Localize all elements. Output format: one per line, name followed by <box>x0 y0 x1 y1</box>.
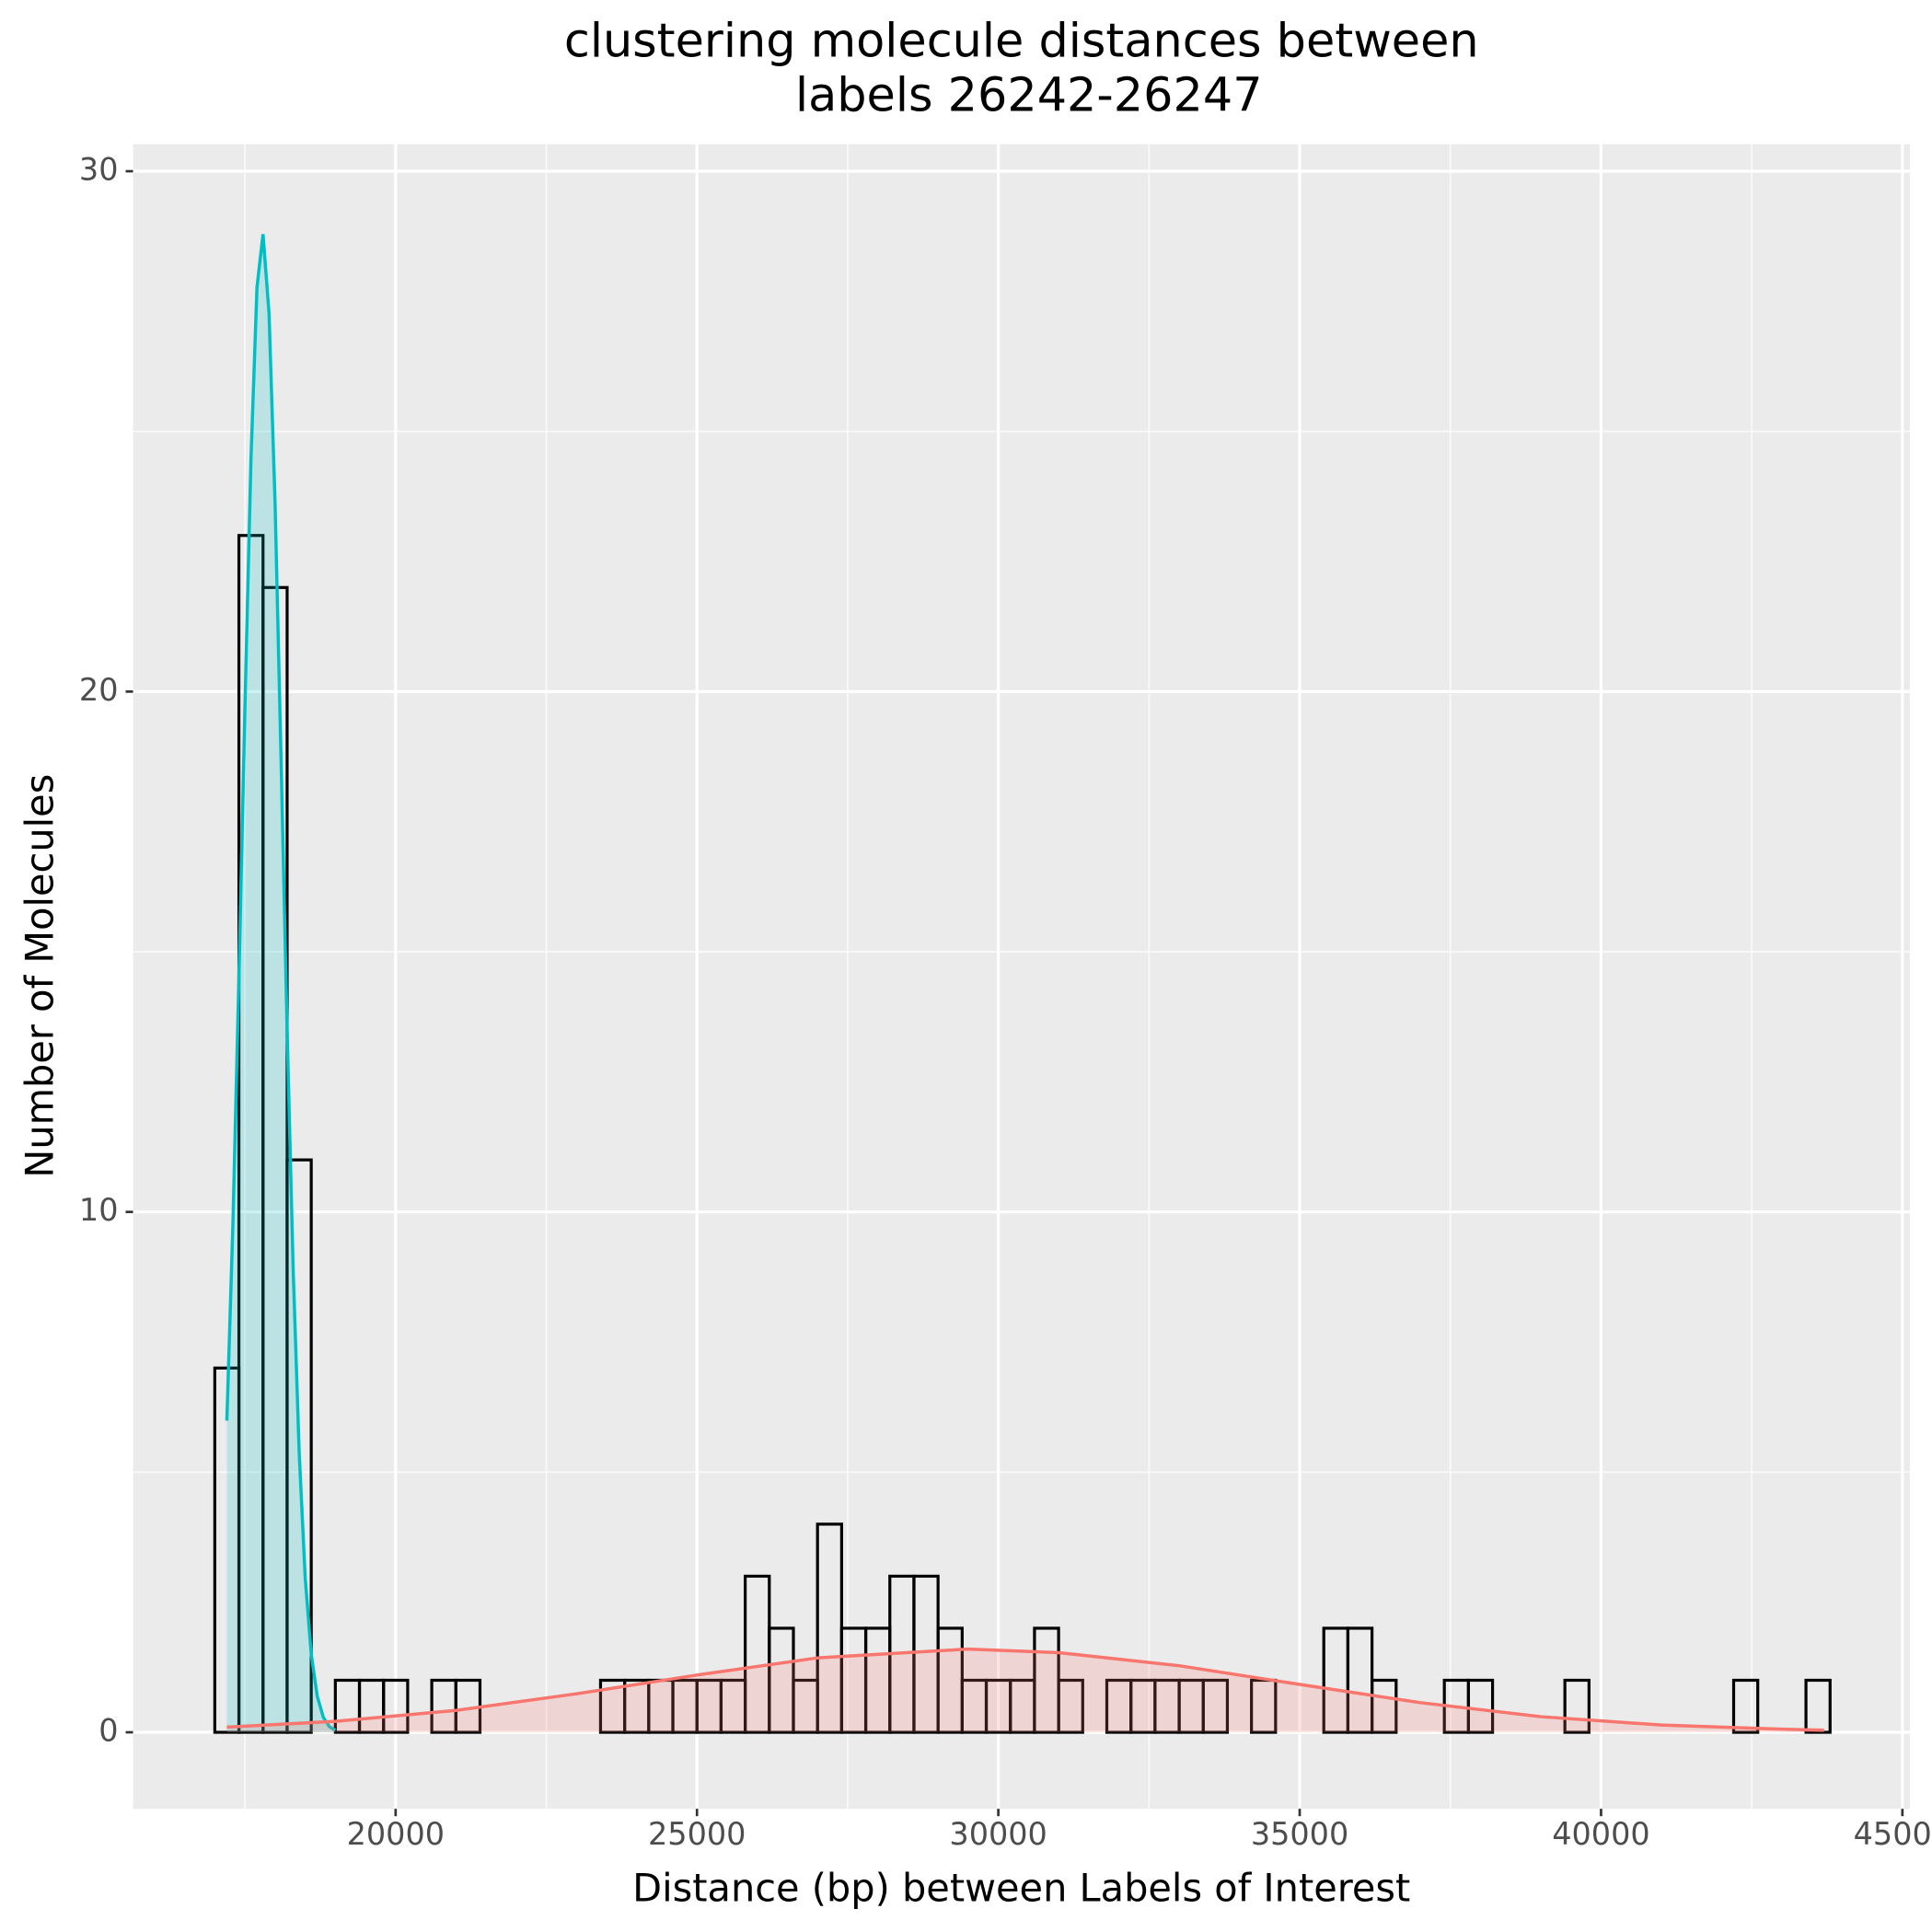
chart-title: clustering molecule distances between <box>564 14 1479 68</box>
density-area <box>226 234 336 1733</box>
density-area <box>226 1649 1824 1733</box>
y-tick-label: 0 <box>98 1713 118 1749</box>
chart-title: labels 26242-26247 <box>795 67 1263 121</box>
y-tick-label: 20 <box>79 672 119 708</box>
histogram-bar <box>285 1158 313 1734</box>
x-tick-label: 35000 <box>1251 1816 1348 1852</box>
x-tick-label: 30000 <box>949 1816 1047 1852</box>
histogram-bar <box>1563 1678 1591 1734</box>
histogram-bar <box>1057 1678 1084 1734</box>
histogram-bar <box>1466 1678 1495 1734</box>
histogram-bar <box>382 1678 410 1734</box>
y-tick-label: 30 <box>79 152 119 188</box>
histogram-bar <box>1731 1678 1760 1734</box>
y-tick-label: 10 <box>79 1192 119 1228</box>
x-tick-label: 20000 <box>347 1816 445 1852</box>
y-axis-title: Number of Molecules <box>17 774 63 1178</box>
density-line <box>226 1647 1824 1732</box>
histogram-bar <box>1804 1678 1832 1734</box>
x-tick-label: 40000 <box>1552 1816 1649 1852</box>
x-tick-label: 25000 <box>648 1816 746 1852</box>
x-axis-title: Distance (bp) between Labels of Interest <box>632 1866 1410 1911</box>
marks <box>213 234 1832 1734</box>
histogram-bar <box>1201 1678 1230 1734</box>
panel <box>133 144 1910 1810</box>
density-line <box>225 234 337 1732</box>
histogram-bar <box>1371 1678 1398 1734</box>
grid <box>133 144 1910 1810</box>
